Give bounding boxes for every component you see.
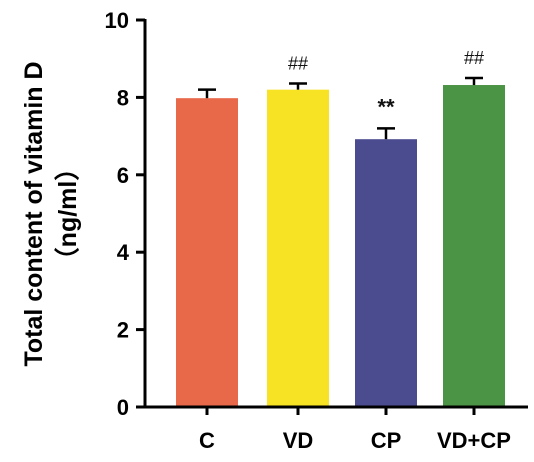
significance-label: ## — [464, 48, 484, 68]
annotations-layer: ## ** ## — [288, 48, 484, 119]
bar-c — [176, 98, 238, 407]
y-tick-label: 10 — [105, 8, 129, 33]
bars-layer — [176, 85, 505, 408]
x-labels-layer: C VD CP VD+CP — [199, 428, 511, 453]
x-tick-label: C — [199, 428, 215, 453]
significance-label: ## — [288, 53, 308, 73]
axes-layer — [143, 19, 528, 415]
y-axis-title: Total content of vitamin D （ng/ml） — [20, 61, 82, 366]
bar-vd — [267, 89, 329, 407]
y-axis-title-line2: （ng/ml） — [53, 156, 82, 273]
x-tick-label: VD+CP — [437, 428, 511, 453]
y-ticks-layer: 0 2 4 6 8 10 — [105, 8, 145, 420]
x-tick-label: VD — [283, 428, 314, 453]
x-tick-label: CP — [371, 428, 402, 453]
y-tick-label: 2 — [117, 318, 129, 343]
y-tick-label: 4 — [117, 240, 130, 265]
significance-label: ** — [377, 94, 395, 119]
y-tick-label: 8 — [117, 85, 129, 110]
bar-cp — [355, 139, 417, 408]
y-tick-label: 6 — [117, 163, 129, 188]
y-axis-title-line1: Total content of vitamin D — [20, 61, 48, 366]
bar-vd-cp — [443, 85, 505, 408]
error-bars-layer — [198, 76, 483, 140]
y-tick-label: 0 — [117, 395, 129, 420]
